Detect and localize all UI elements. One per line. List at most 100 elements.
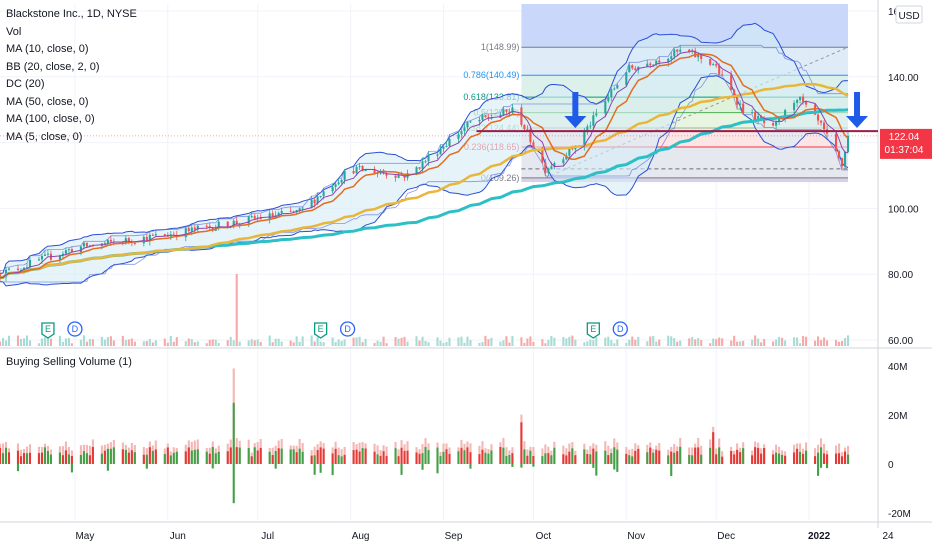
candle-body	[544, 162, 547, 173]
candle-body	[442, 146, 445, 149]
volume-bar	[721, 338, 724, 346]
bsv-bar	[679, 446, 682, 464]
bsv-bar	[424, 446, 427, 464]
candle-body	[751, 112, 754, 114]
volume-bar	[352, 337, 355, 346]
volume-bar	[226, 340, 229, 346]
candle-body	[292, 211, 295, 213]
time-axis-label: Oct	[536, 531, 552, 542]
candle-body	[736, 97, 739, 105]
legend-bb[interactable]: BB (20, close, 2, 0)	[6, 60, 100, 73]
candle-body	[40, 255, 44, 260]
bsv-bar	[616, 449, 619, 464]
legend-ma10[interactable]: MA (10, close, 0)	[6, 43, 89, 55]
candle-body	[343, 170, 346, 180]
bsv-bar	[799, 451, 802, 464]
candle-body	[148, 234, 151, 242]
volume-bar	[235, 274, 238, 346]
earnings-icon	[586, 322, 600, 339]
legend-dc[interactable]: DC (20)	[6, 78, 45, 90]
candle-body	[226, 221, 229, 228]
candle-body	[478, 119, 481, 122]
candle-body	[613, 88, 616, 90]
candle-body	[397, 174, 400, 178]
bsv-axis-label: -20M	[888, 509, 911, 520]
volume-bar	[781, 337, 784, 346]
volume-bar	[319, 341, 322, 346]
bsv-neg-bar	[592, 464, 595, 468]
volume-bar	[442, 342, 445, 346]
bsv-neg-bar	[520, 464, 523, 468]
bsv-bar	[592, 448, 595, 464]
volume-bar	[397, 338, 400, 346]
candle-body	[730, 74, 733, 90]
bsv-bar	[421, 453, 424, 464]
candle-body	[547, 168, 550, 173]
bsv-bar	[544, 453, 547, 464]
legend-ma100[interactable]: MA (100, close, 0)	[6, 113, 95, 125]
candle-body	[421, 161, 424, 169]
bsv-bar	[772, 454, 775, 464]
bsv-bar	[250, 456, 253, 464]
candle-body	[843, 152, 847, 167]
bsv-bar	[100, 453, 103, 464]
bsv-bar	[840, 456, 844, 464]
legend-ma50[interactable]: MA (50, close, 0)	[6, 95, 89, 108]
bsv-bar	[166, 447, 169, 464]
donchian-upper	[0, 44, 848, 271]
bsv-total-bar	[814, 448, 817, 464]
bsv-bar	[184, 451, 187, 464]
volume-bar	[166, 342, 169, 346]
candle-body	[424, 161, 427, 163]
volume-bar	[277, 338, 280, 346]
legend-ma5[interactable]: MA (5, close, 0)	[6, 130, 83, 143]
dividend-label: D	[344, 324, 351, 334]
bsv-bar	[436, 447, 439, 464]
bsv-bar	[415, 452, 418, 464]
volume-bar	[43, 337, 46, 346]
candle-body	[511, 107, 514, 113]
volume-bar	[484, 335, 487, 346]
candle-body	[43, 254, 46, 256]
volume-bar	[846, 335, 850, 346]
legend-vol[interactable]: Vol	[6, 25, 22, 38]
candle-body	[190, 227, 193, 232]
candle-body	[28, 259, 32, 268]
bsv-bar	[511, 453, 514, 464]
bsv-bar	[382, 451, 385, 464]
bsv-neg-bar	[400, 464, 403, 475]
bsv-total-bar	[505, 447, 508, 464]
volume-bar	[655, 341, 658, 346]
bsv-legend[interactable]: Buying Selling Volume (1)	[6, 356, 132, 368]
volume-bar	[834, 340, 838, 346]
volume-bar	[334, 342, 337, 346]
volume-bar	[22, 338, 26, 346]
symbol-title[interactable]: Blackstone Inc., 1D, NYSE	[6, 8, 137, 20]
bsv-bar	[109, 448, 112, 464]
volume-bar	[229, 336, 232, 346]
candle-body	[103, 242, 106, 244]
bsv-bar	[736, 449, 739, 464]
bsv-bar	[547, 453, 550, 464]
candle-body	[688, 49, 691, 52]
volume-bar	[67, 338, 70, 346]
volume-bar	[103, 339, 106, 346]
candle-body	[604, 101, 607, 114]
earnings-label: E	[590, 324, 596, 334]
bsv-bar	[834, 453, 838, 464]
currency-box	[895, 5, 923, 24]
bsv-bar	[22, 453, 26, 464]
bsv-bar	[295, 452, 298, 464]
candle-body	[166, 235, 169, 237]
bsv-bar	[655, 449, 658, 464]
candle-body	[151, 234, 154, 236]
candle-body	[64, 250, 67, 254]
volume-bar	[751, 339, 754, 346]
candle-body	[802, 96, 805, 102]
bsv-bar	[763, 448, 766, 464]
bsv-bar	[148, 447, 151, 464]
bsv-bar	[313, 455, 316, 464]
volume-bar	[154, 340, 157, 346]
volume-bar	[373, 343, 376, 346]
